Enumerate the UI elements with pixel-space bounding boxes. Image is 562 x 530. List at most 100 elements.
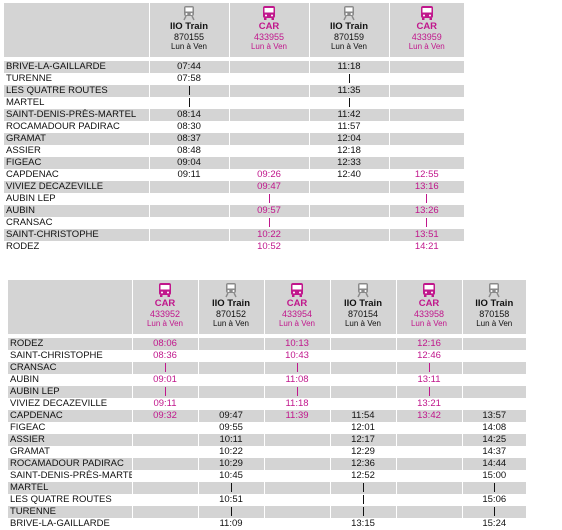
departure-time: 07:58 [148, 73, 229, 85]
departure-time: 10:43 [263, 350, 330, 362]
departure-time: 11:54 [329, 410, 396, 422]
station-name: ASSIER [4, 145, 149, 157]
pass-through-line [362, 506, 364, 516]
departure-time: 10:22 [197, 446, 264, 458]
departure-time [228, 85, 309, 97]
pass-through-line [348, 97, 350, 107]
pass-through-marker [131, 362, 198, 374]
departure-time [131, 434, 198, 446]
departure-time: 11:18 [263, 398, 330, 410]
station-name: MARTEL [8, 482, 132, 494]
pass-through-line [428, 362, 430, 372]
service-number: 870152 [215, 309, 247, 319]
service-mode-label: CAR [258, 21, 280, 32]
departure-time [308, 181, 389, 193]
departure-time: 09:47 [228, 181, 309, 193]
timetable-row: VIVIEZ DECAZEVILLE 09:11 11:18 13:21 [8, 398, 526, 410]
service-number: 870159 [333, 32, 365, 42]
service-mode-label: CAR [418, 298, 440, 309]
departure-time [388, 145, 464, 157]
station-name: CAPDENAC [8, 410, 132, 422]
departure-time: 07:44 [148, 61, 229, 73]
departure-time: 15:00 [461, 470, 526, 482]
bus-icon [265, 282, 330, 298]
departure-time: 10:22 [228, 229, 309, 241]
departure-time: 10:51 [197, 494, 264, 506]
station-name: CRANSAC [8, 362, 132, 374]
service-days: Lun à Ven [212, 319, 250, 328]
timetable-row: LES QUATRE ROUTES 10:51 15:06 [8, 494, 526, 506]
departure-time: 13:11 [395, 374, 462, 386]
service-days: Lun à Ven [250, 42, 288, 51]
departure-time: 10:11 [197, 434, 264, 446]
bus-icon [390, 5, 464, 21]
departure-time [395, 470, 462, 482]
departure-time [197, 362, 264, 374]
departure-time: 13:26 [388, 205, 464, 217]
departure-time: 14:21 [388, 241, 464, 253]
departure-time [263, 470, 330, 482]
pass-through-marker [395, 386, 462, 398]
departure-time [228, 145, 309, 157]
station-name: MARTEL [4, 97, 149, 109]
departure-time [263, 434, 330, 446]
station-name: SAINT-DENIS-PRÈS-MARTEL [4, 109, 149, 121]
departure-time [228, 73, 309, 85]
train-icon [463, 282, 526, 298]
pass-through-marker [395, 362, 462, 374]
departure-time: 14:37 [461, 446, 526, 458]
pass-through-line [230, 506, 232, 516]
pass-through-line [493, 482, 495, 492]
bus-icon [397, 282, 462, 298]
station-name: LES QUATRE ROUTES [4, 85, 149, 97]
departure-time: 11:57 [308, 121, 389, 133]
service-days: Lun à Ven [408, 42, 445, 51]
car-service-header: CAR 433959 Lun à Ven [388, 3, 464, 57]
departure-time: 08:06 [131, 338, 198, 350]
bus-icon [133, 282, 198, 298]
pass-through-line [268, 217, 270, 227]
departure-time [148, 193, 229, 205]
departure-time [461, 362, 526, 374]
station-name: GRAMAT [4, 133, 149, 145]
timetable-row: SAINT-DENIS-PRÈS-MARTEL 10:45 12:52 15:00 [8, 470, 526, 482]
departure-time: 15:06 [461, 494, 526, 506]
service-mode-label: CAR [286, 298, 308, 309]
departure-time: 12:17 [329, 434, 396, 446]
departure-time: 12:04 [308, 133, 389, 145]
departure-time [308, 217, 389, 229]
departure-time [148, 181, 229, 193]
timetable-row: GRAMAT 10:22 12:29 14:37 [8, 446, 526, 458]
station-name: CRANSAC [4, 217, 149, 229]
header-blank-cell [8, 280, 132, 334]
service-number: 870154 [347, 309, 379, 319]
pass-through-line [268, 193, 270, 203]
departure-time [131, 446, 198, 458]
departure-time [329, 374, 396, 386]
service-mode-label: lIO Train [343, 298, 382, 309]
departure-time [228, 157, 309, 169]
departure-time [395, 506, 462, 518]
timetable-row: MARTEL [8, 482, 526, 494]
pass-through-line [296, 386, 298, 396]
service-number: 870158 [479, 309, 510, 319]
departure-time [197, 374, 264, 386]
timetable-row: SAINT-CHRISTOPHE 08:36 10:43 12:46 [8, 350, 526, 362]
departure-time [388, 157, 464, 169]
train-icon [310, 5, 389, 21]
timetable-row: LES QUATRE ROUTES 11:35 [4, 85, 464, 97]
station-name: AUBIN [4, 205, 149, 217]
pass-through-marker [148, 97, 229, 109]
departure-time: 08:36 [131, 350, 198, 362]
station-name: FIGEAC [4, 157, 149, 169]
departure-time: 12:40 [308, 169, 389, 181]
departure-time: 09:57 [228, 205, 309, 217]
departure-time [148, 205, 229, 217]
departure-time: 09:04 [148, 157, 229, 169]
departure-time: 13:16 [388, 181, 464, 193]
departure-time [461, 398, 526, 410]
departure-time: 11:39 [263, 410, 330, 422]
pass-through-marker [308, 73, 389, 85]
departure-time [131, 458, 198, 470]
pass-through-marker [388, 193, 464, 205]
